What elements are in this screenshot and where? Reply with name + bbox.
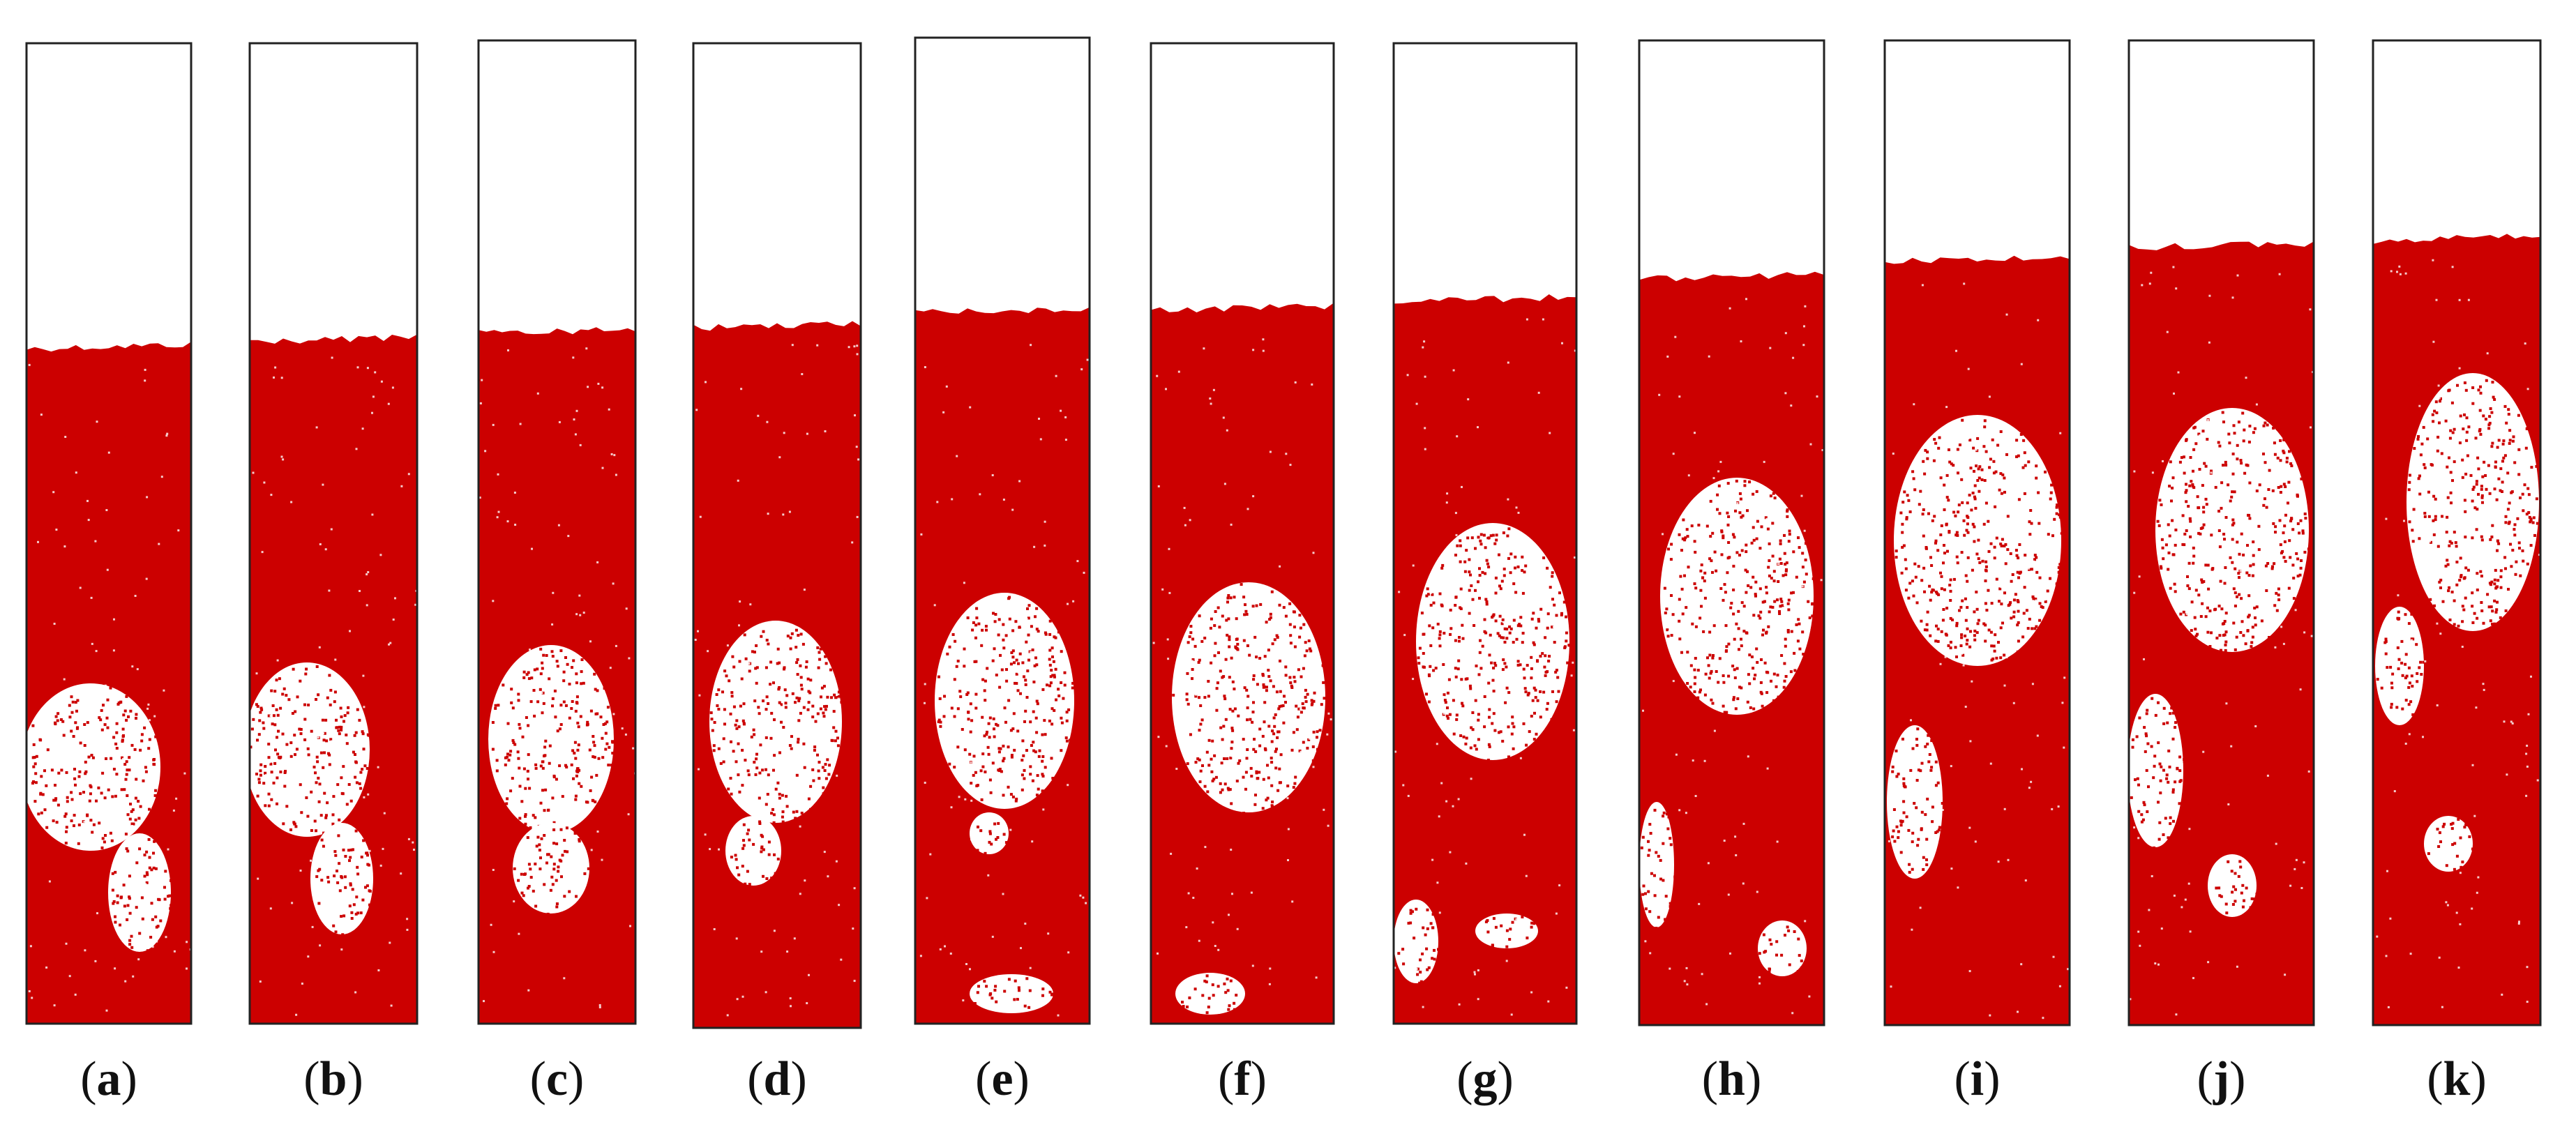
panel-label-letter: i xyxy=(1971,1052,1984,1106)
bubble-void xyxy=(1475,913,1538,948)
panel-g: (g) xyxy=(1392,42,1578,1106)
panel-label: (k) xyxy=(2427,1052,2487,1106)
bubble-void xyxy=(1887,725,1944,879)
column-wall xyxy=(1150,42,1335,1025)
bubble-void xyxy=(1660,478,1815,715)
panel-d: (d) xyxy=(692,42,862,1106)
bubble-void xyxy=(27,683,160,851)
panel-label: (c) xyxy=(530,1052,585,1106)
column-wall xyxy=(1392,42,1578,1025)
column-wall xyxy=(25,42,193,1025)
column-wall xyxy=(1638,39,1825,1026)
panel-c: (c) xyxy=(477,39,637,1106)
panel-label: (a) xyxy=(80,1052,137,1106)
panel-label: (j) xyxy=(2197,1052,2246,1106)
column-wall xyxy=(1883,39,2071,1026)
bubble-void xyxy=(725,816,781,886)
panel-i: (i) xyxy=(1883,39,2071,1106)
bubble-void xyxy=(2375,607,2425,725)
bubble-void xyxy=(513,823,590,916)
bubble-void xyxy=(310,823,373,937)
column-wall xyxy=(914,36,1091,1025)
bubble-void xyxy=(2406,373,2539,631)
panel-f: (f) xyxy=(1150,42,1335,1106)
bubble-void xyxy=(1172,582,1326,815)
panel-label: (h) xyxy=(1702,1052,1762,1106)
column-wall xyxy=(477,39,637,1025)
panel-label-letter: f xyxy=(1234,1052,1251,1106)
bubble-void xyxy=(1894,415,2063,666)
panel-label: (d) xyxy=(747,1052,807,1106)
column-wall xyxy=(248,42,419,1025)
panel-label-letter: g xyxy=(1473,1052,1498,1106)
panel-b: (b) xyxy=(248,42,419,1106)
bubble-void xyxy=(2424,816,2474,872)
panel-label-letter: a xyxy=(97,1052,121,1106)
panel-label: (g) xyxy=(1456,1052,1514,1106)
bubble-void xyxy=(1394,900,1440,985)
bubble-void xyxy=(970,812,1009,855)
panel-label-letter: j xyxy=(2213,1052,2229,1106)
bubble-void xyxy=(488,645,615,833)
panel-label-letter: h xyxy=(1718,1052,1745,1106)
panel-label-letter: b xyxy=(320,1052,347,1106)
bubble-void xyxy=(1758,920,1807,976)
panel-label: (i) xyxy=(1954,1052,2000,1106)
column-wall xyxy=(692,42,862,1029)
bubble-void xyxy=(108,833,173,953)
bubble-void xyxy=(250,662,370,837)
bubble-void xyxy=(935,593,1075,809)
panel-label: (e) xyxy=(975,1052,1030,1106)
bubble-void xyxy=(1175,973,1245,1015)
panel-k: (k) xyxy=(2372,39,2542,1106)
column-wall xyxy=(2127,39,2315,1026)
bubble-void xyxy=(2129,694,2186,849)
bubble-void xyxy=(1639,802,1677,930)
panel-label-letter: d xyxy=(764,1052,791,1106)
panel-label: (f) xyxy=(1218,1052,1267,1106)
bubble-void xyxy=(970,974,1054,1013)
panel-label-letter: c xyxy=(546,1052,568,1106)
panel-label: (b) xyxy=(303,1052,363,1106)
bubble-void xyxy=(709,621,843,824)
panel-label-letter: e xyxy=(991,1052,1013,1106)
panel-h: (h) xyxy=(1638,39,1825,1106)
bubble-void xyxy=(2208,854,2259,917)
bubble-void xyxy=(1416,523,1572,761)
panel-j: (j) xyxy=(2127,39,2315,1106)
column-wall xyxy=(2372,39,2542,1026)
panel-e: (e) xyxy=(914,36,1091,1106)
panel-label-letter: k xyxy=(2443,1052,2471,1106)
panel-a: (a) xyxy=(25,42,193,1106)
